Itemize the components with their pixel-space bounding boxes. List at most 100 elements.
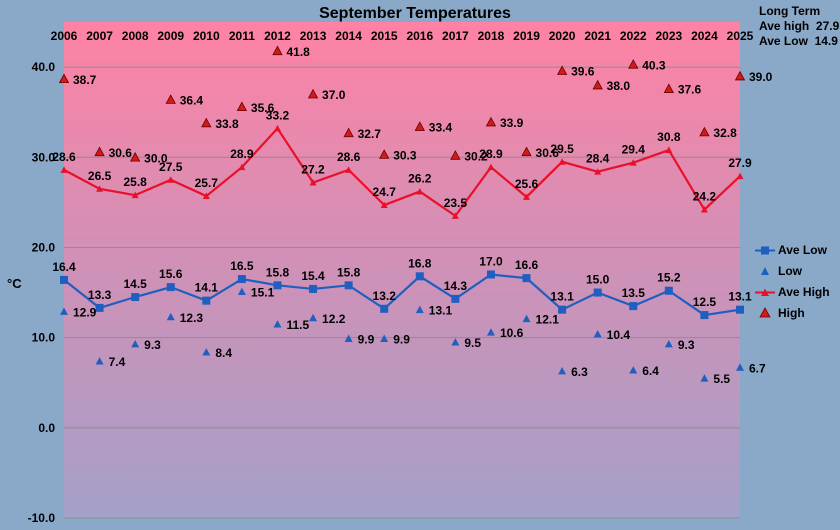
label-ave-high: 27.9 <box>728 156 752 170</box>
series-line-ave-low <box>63 273 741 317</box>
label-high: 32.7 <box>358 127 382 141</box>
point-ave-low <box>237 275 246 284</box>
x-tick-label: 2017 <box>442 29 469 43</box>
legend-label-low: Low <box>778 264 802 278</box>
y-tick-label: 10.0 <box>32 331 56 345</box>
point-ave-low <box>166 283 175 292</box>
point-high <box>556 65 568 75</box>
legend-item-low: Low <box>754 261 840 282</box>
label-ave-high: 27.2 <box>301 163 325 177</box>
label-ave-low: 17.0 <box>479 255 503 269</box>
label-high: 39.6 <box>571 65 595 79</box>
label-low: 6.3 <box>571 365 588 379</box>
legend-label-ave-high: Ave High <box>778 285 830 299</box>
label-low: 12.3 <box>180 311 204 325</box>
x-tick-label: 2008 <box>122 29 149 43</box>
label-ave-low: 13.1 <box>550 290 574 304</box>
point-low <box>344 334 353 342</box>
point-low <box>309 313 318 322</box>
long-term-ave-low: Ave Low 14.9 <box>759 34 838 48</box>
point-high <box>379 149 390 159</box>
label-ave-low: 13.1 <box>728 290 752 304</box>
point-low <box>522 314 531 323</box>
point-high <box>734 70 746 81</box>
point-ave-low <box>593 288 602 297</box>
point-ave-high <box>665 146 673 154</box>
point-ave-high <box>487 163 495 171</box>
x-tick-label: 2021 <box>584 29 611 43</box>
point-low <box>380 334 389 342</box>
label-ave-low: 15.8 <box>337 265 361 279</box>
y-tick-label: 0.0 <box>38 421 55 435</box>
label-ave-high: 28.4 <box>586 152 610 166</box>
label-ave-low: 15.2 <box>657 271 681 285</box>
label-low: 9.3 <box>678 338 695 352</box>
point-high <box>236 101 248 111</box>
point-ave-high <box>558 158 566 165</box>
label-ave-low: 16.6 <box>515 258 539 272</box>
legend-swatch-high <box>759 307 771 318</box>
point-ave-high <box>238 163 246 171</box>
long-term-ave-high-label: Ave high <box>759 19 810 33</box>
label-low: 12.9 <box>73 305 97 319</box>
label-high: 33.9 <box>500 116 524 130</box>
label-low: 10.4 <box>607 328 631 342</box>
point-high <box>272 45 283 56</box>
plot-background <box>64 22 740 518</box>
long-term-ave-low-value: 14.9 <box>814 34 838 48</box>
point-ave-high <box>345 166 353 173</box>
label-ave-high: 29.5 <box>550 142 574 156</box>
point-ave-high <box>202 192 210 200</box>
long-term-ave-high-value: 27.9 <box>815 19 840 33</box>
label-ave-high: 24.2 <box>693 190 717 204</box>
label-high: 38.7 <box>73 73 97 87</box>
legend-swatch-ave-low <box>755 246 775 255</box>
label-ave-low: 15.4 <box>301 269 325 283</box>
point-ave-low <box>451 294 460 303</box>
point-ave-high <box>629 159 637 166</box>
label-low: 10.6 <box>500 326 524 340</box>
label-high: 30.6 <box>109 146 133 160</box>
point-ave-low <box>60 275 68 284</box>
label-high: 32.8 <box>713 126 737 140</box>
label-high: 36.4 <box>180 94 204 108</box>
legend-swatch-ave-high <box>755 288 775 296</box>
point-ave-high <box>309 179 317 186</box>
label-low: 9.9 <box>358 333 375 347</box>
point-ave-high <box>594 168 602 175</box>
label-ave-high: 28.9 <box>230 147 254 161</box>
x-tick-label: 2022 <box>620 29 647 43</box>
x-tick-label: 2018 <box>478 29 505 43</box>
label-ave-high: 26.2 <box>408 172 432 186</box>
x-tick-label: 2010 <box>193 29 220 43</box>
point-ave-high <box>451 212 459 219</box>
label-high: 41.8 <box>286 45 310 59</box>
label-ave-high: 24.7 <box>373 185 397 199</box>
x-tick-label: 2020 <box>549 29 576 43</box>
label-low: 8.4 <box>215 346 232 360</box>
point-ave-high <box>523 193 531 200</box>
point-ave-high <box>700 206 708 213</box>
label-ave-low: 12.5 <box>693 295 717 309</box>
y-tick-label: -10.0 <box>28 511 56 525</box>
label-ave-low: 15.6 <box>159 267 183 281</box>
long-term-ave-low-label: Ave Low <box>759 34 808 48</box>
point-ave-high <box>273 124 281 132</box>
label-high: 37.6 <box>678 83 702 97</box>
point-high <box>414 121 425 131</box>
legend-item-ave-low: Ave Low <box>754 240 840 261</box>
label-high: 40.3 <box>642 58 666 72</box>
point-high <box>165 94 176 104</box>
x-tick-label: 2011 <box>229 29 255 43</box>
point-ave-low <box>415 272 424 281</box>
label-low: 12.2 <box>322 312 346 326</box>
point-high <box>592 79 603 90</box>
label-low: 6.4 <box>642 364 659 378</box>
label-ave-high: 25.6 <box>515 177 539 191</box>
point-low <box>558 367 567 375</box>
series-layer <box>58 45 746 382</box>
point-ave-high <box>60 166 68 173</box>
point-ave-low <box>664 286 673 295</box>
x-tick-label: 2019 <box>513 29 540 43</box>
